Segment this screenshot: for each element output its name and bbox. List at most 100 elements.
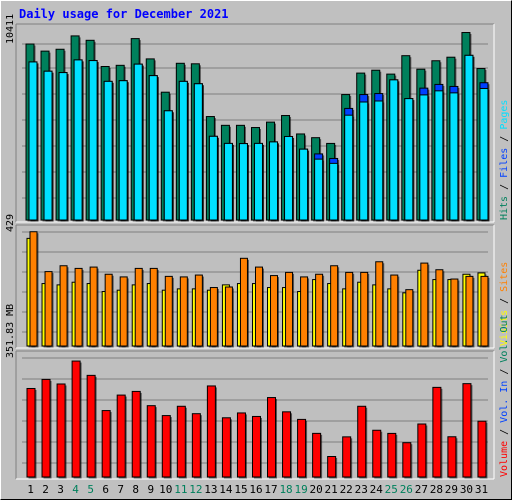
bar-sites-day-10 [164,275,173,347]
bar-volume-day-8 [131,390,141,478]
bar-pages-day-11 [178,80,188,221]
bar-pages-day-29 [449,92,459,221]
bar-sites-day-29 [450,278,459,347]
x-tick-label: 15 [234,483,247,496]
chart-title: Daily usage for December 2021 [19,7,229,21]
legend-item: Hits [499,196,510,220]
legend-hits-pages-files: Hits / Files / Pages [499,100,510,220]
bar-sites-day-25 [390,274,399,347]
x-tick-label: 18 [279,483,292,496]
x-tick-label: 7 [117,483,124,496]
bar-volume-day-21 [327,456,337,478]
x-tick-label: 4 [72,483,79,496]
bar-pages-day-3 [58,72,68,221]
x-tick-label: 19 [294,483,307,496]
x-tick-label: 9 [147,483,154,496]
bar-sites-day-28 [435,269,444,347]
bar-pages-day-10 [163,110,173,221]
bar-sites-day-18 [285,271,294,347]
bar-pages-day-2 [43,70,53,221]
bar-volume-day-24 [372,429,382,478]
legend-separator: / [499,178,510,196]
bar-pages-day-30 [464,54,474,221]
bar-pages-day-5 [88,60,98,221]
bar-sites-day-2 [44,271,53,347]
bar-pages-day-27 [419,94,429,221]
x-tick-label: 24 [370,483,384,496]
y-axis-max-label: 351.83 MB [5,304,16,358]
bar-volume-day-15 [236,412,246,478]
bar-pages-day-16 [253,142,263,221]
bar-volume-day-11 [176,405,186,478]
bar-sites-day-8 [134,267,143,347]
bar-pages-day-19 [299,148,309,221]
bar-sites-day-27 [420,262,429,347]
bar-volume-day-27 [417,423,427,478]
bar-pages-day-14 [223,142,233,221]
bar-volume-day-6 [101,410,111,478]
bar-pages-day-23 [359,101,369,221]
bar-volume-day-25 [387,432,397,478]
y-axis-max-label: 429 [5,214,16,232]
x-tick-label: 23 [355,483,368,496]
x-tick-label: 6 [102,483,109,496]
legend-item: Pages [499,100,510,130]
x-tick-label: 13 [204,483,217,496]
x-tick-label: 10 [159,483,172,496]
bar-volume-day-31 [477,420,487,478]
bar-pages-day-15 [238,143,248,221]
legend-visits-sites: Visits / Sites [499,262,510,346]
bar-sites-day-20 [315,273,324,347]
legend-item: Visits [499,310,510,346]
x-tick-label: 26 [400,483,413,496]
legend-separator: / [499,363,510,381]
bar-sites-day-14 [224,286,233,347]
bar-volume-day-30 [462,383,472,478]
x-tick-label: 11 [174,483,187,496]
legend-item: Volume [499,441,510,477]
bar-volume-day-20 [312,432,322,478]
bar-sites-day-22 [345,271,354,347]
bar-sites-day-9 [149,267,158,347]
bar-sites-day-26 [405,289,414,347]
legend-item: Vol. In [499,381,510,423]
bar-volume-day-16 [251,415,261,478]
x-tick-label: 20 [310,483,323,496]
panel-visits-sites: 429 Visits / Sites [5,214,510,349]
bar-volume-day-28 [432,386,442,478]
bar-pages-day-4 [73,59,83,221]
x-tick-label: 28 [430,483,443,496]
legend-item: Files [499,148,510,178]
legend-separator: / [499,292,510,310]
x-tick-label: 29 [445,483,458,496]
x-tick-label: 14 [219,483,233,496]
bar-pages-day-17 [269,141,279,221]
x-tick-label: 8 [132,483,139,496]
bar-volume-day-19 [297,418,307,478]
panel-hits-pages-files: 10411 Hits / Files / Pages [5,14,510,223]
bar-volume-day-12 [191,413,201,478]
bar-pages-day-18 [284,135,294,221]
bar-sites-day-17 [270,275,279,347]
legend-item: Vol. Out [499,314,510,362]
bar-sites-day-13 [209,287,218,347]
bar-pages-day-22 [344,114,354,221]
panel-volume: 351.83 MB Volume / Vol. In / Vol. Out [5,304,510,480]
bar-sites-day-6 [104,273,113,347]
bar-sites-day-15 [239,257,248,347]
bar-volume-day-13 [206,385,216,478]
bar-sites-day-11 [179,276,188,347]
x-tick-label: 3 [57,483,64,496]
legend-volume: Volume / Vol. In / Vol. Out [499,314,510,477]
x-tick-label: 31 [475,483,488,496]
x-tick-label: 5 [87,483,94,496]
bar-pages-day-7 [118,80,128,221]
x-tick-label: 17 [264,483,277,496]
x-tick-label: 1 [27,483,34,496]
bar-pages-day-24 [374,100,384,221]
bar-sites-day-12 [194,274,203,347]
bar-volume-day-1 [26,387,36,478]
bar-pages-day-9 [148,75,158,221]
bar-sites-day-3 [59,265,68,347]
legend-item: Sites [499,262,510,292]
